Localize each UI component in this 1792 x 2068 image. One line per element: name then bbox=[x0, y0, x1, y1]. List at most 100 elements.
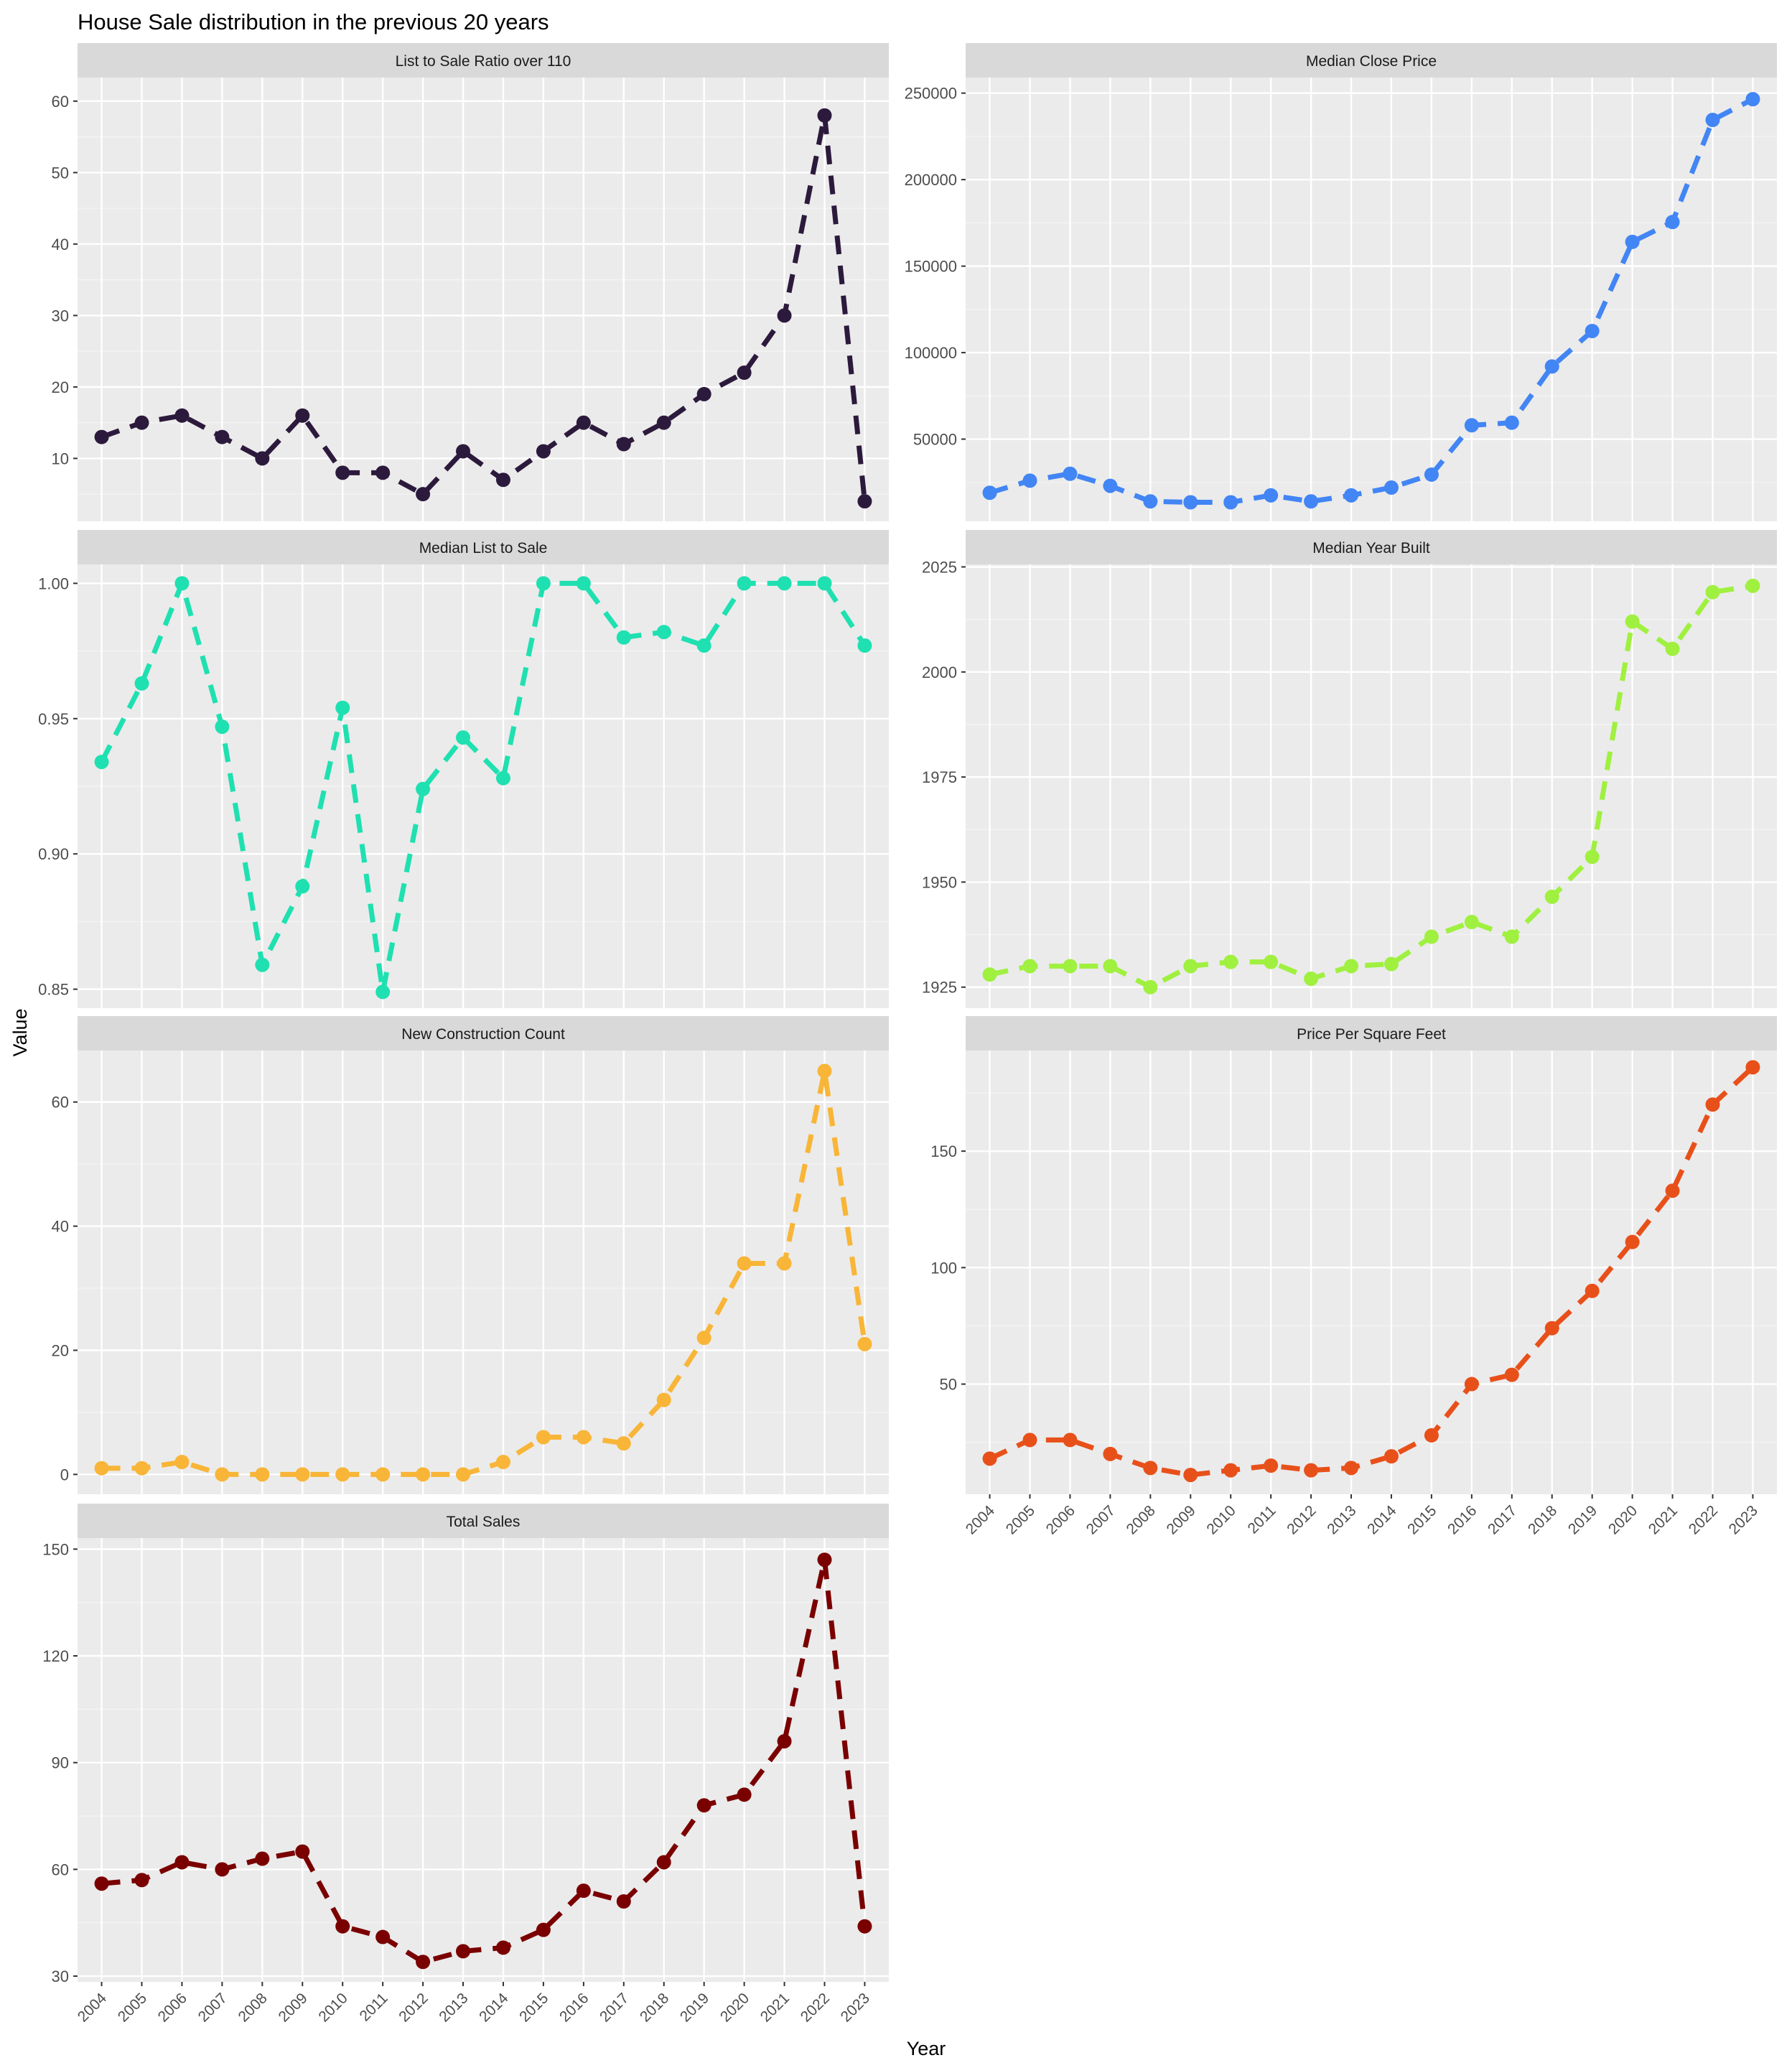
y-tick-label: 60 bbox=[52, 1094, 69, 1112]
panel-3: Median List to Sale 0.85 0.90 0.95 1.00 bbox=[38, 530, 889, 1008]
facet-title: Total Sales bbox=[447, 1514, 521, 1530]
data-point bbox=[495, 1455, 510, 1470]
data-point bbox=[656, 415, 671, 430]
data-point bbox=[1103, 478, 1118, 493]
data-point bbox=[1585, 1283, 1600, 1298]
series-line bbox=[989, 583, 1753, 990]
data-point bbox=[94, 429, 109, 444]
data-point bbox=[1022, 1433, 1037, 1448]
y-tick-label: 50 bbox=[52, 164, 69, 182]
facet-title: Price Per Square Feet bbox=[1297, 1026, 1446, 1043]
data-point bbox=[1304, 972, 1319, 987]
chart-title: House Sale distribution in the previous … bbox=[78, 9, 549, 34]
data-point bbox=[1745, 578, 1760, 593]
data-point bbox=[1223, 495, 1238, 510]
y-tick-label: 100000 bbox=[905, 344, 957, 362]
y-tick-label: 1925 bbox=[922, 979, 957, 997]
data-point bbox=[817, 576, 832, 591]
data-point bbox=[1665, 641, 1680, 656]
data-point bbox=[1264, 954, 1279, 969]
y-tick-label: 50000 bbox=[913, 431, 957, 449]
data-point bbox=[495, 472, 510, 488]
data-point bbox=[1344, 1461, 1359, 1476]
data-point bbox=[576, 415, 591, 430]
data-point bbox=[982, 485, 997, 500]
y-tick-label: 0.85 bbox=[38, 981, 69, 999]
facet-title: New Construction Count bbox=[401, 1026, 565, 1043]
y-tick-label: 60 bbox=[52, 93, 69, 111]
facet-title: Median Close Price bbox=[1306, 53, 1437, 70]
data-point bbox=[335, 700, 350, 715]
data-point bbox=[1464, 915, 1479, 930]
data-point bbox=[817, 1552, 832, 1568]
data-point bbox=[215, 429, 230, 444]
plot-background bbox=[966, 78, 1777, 521]
data-point bbox=[857, 638, 872, 653]
y-tick-label: 90 bbox=[52, 1754, 69, 1772]
data-point bbox=[416, 487, 431, 502]
data-point bbox=[1304, 1463, 1319, 1478]
data-point bbox=[255, 957, 270, 972]
data-point bbox=[1383, 956, 1399, 972]
data-point bbox=[335, 1467, 350, 1482]
data-point bbox=[255, 1851, 270, 1866]
data-point bbox=[737, 365, 752, 381]
data-point bbox=[1383, 480, 1399, 495]
data-point bbox=[536, 1922, 551, 1937]
data-point bbox=[1022, 959, 1037, 974]
data-point bbox=[1304, 494, 1319, 509]
data-point bbox=[456, 730, 471, 745]
data-point bbox=[1705, 113, 1720, 128]
data-point bbox=[215, 1467, 230, 1482]
data-point bbox=[295, 879, 310, 894]
data-point bbox=[375, 1467, 391, 1482]
data-point bbox=[375, 1929, 391, 1944]
data-point bbox=[295, 408, 310, 423]
data-point bbox=[94, 1461, 109, 1476]
y-tick-label: 100 bbox=[930, 1259, 957, 1277]
series-line bbox=[101, 113, 867, 502]
data-point bbox=[1625, 1234, 1640, 1249]
data-point bbox=[1063, 466, 1078, 481]
y-tick-label: 250000 bbox=[905, 85, 957, 103]
data-point bbox=[1183, 1468, 1198, 1483]
data-point bbox=[255, 451, 270, 466]
data-point bbox=[215, 719, 230, 735]
facet-title: Median List to Sale bbox=[419, 540, 548, 556]
data-point bbox=[134, 1461, 149, 1476]
data-point bbox=[174, 408, 190, 423]
data-point bbox=[1022, 473, 1037, 488]
data-point bbox=[696, 386, 711, 401]
data-point bbox=[1344, 959, 1359, 974]
y-tick-label: 1950 bbox=[922, 873, 957, 891]
data-point bbox=[295, 1844, 310, 1859]
data-point bbox=[1585, 323, 1600, 338]
data-point bbox=[134, 1873, 149, 1888]
data-point bbox=[616, 1436, 631, 1451]
data-point bbox=[576, 576, 591, 591]
data-point bbox=[456, 444, 471, 459]
y-tick-label: 20 bbox=[52, 1341, 69, 1359]
data-point bbox=[1424, 1427, 1439, 1443]
facet-strip bbox=[78, 43, 889, 78]
data-point bbox=[215, 1862, 230, 1877]
facet-strip bbox=[966, 530, 1777, 564]
data-point bbox=[737, 576, 752, 591]
data-point bbox=[416, 1467, 431, 1482]
data-point bbox=[495, 770, 510, 786]
data-point bbox=[576, 1883, 591, 1899]
panel-5: New Construction Count 0 20 40 60 bbox=[52, 1016, 889, 1494]
data-point bbox=[817, 1063, 832, 1079]
y-tick-label: 1.00 bbox=[38, 574, 69, 592]
data-point bbox=[777, 1256, 792, 1271]
facet-strip bbox=[78, 1504, 889, 1538]
data-point bbox=[1544, 889, 1559, 904]
data-point bbox=[1424, 929, 1439, 944]
data-point bbox=[335, 465, 350, 480]
data-point bbox=[696, 1331, 711, 1346]
y-tick-label: 150000 bbox=[905, 258, 957, 276]
data-point bbox=[1183, 495, 1198, 510]
data-point bbox=[1544, 1321, 1559, 1336]
data-point bbox=[1223, 1463, 1238, 1478]
